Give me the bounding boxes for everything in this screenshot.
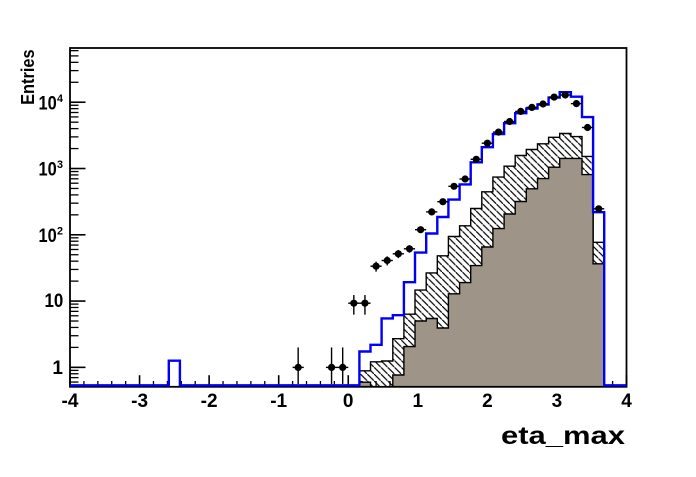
svg-text:10: 10 <box>39 160 57 181</box>
svg-text:eta_max: eta_max <box>501 422 625 450</box>
svg-text:2: 2 <box>57 225 63 237</box>
svg-text:-1: -1 <box>270 391 287 412</box>
svg-text:2: 2 <box>482 391 493 412</box>
svg-text:10: 10 <box>39 226 57 247</box>
svg-text:0: 0 <box>343 391 354 412</box>
svg-text:1: 1 <box>413 391 424 412</box>
svg-text:3: 3 <box>57 159 63 171</box>
svg-text:10: 10 <box>39 93 57 114</box>
svg-text:-4: -4 <box>62 391 79 412</box>
svg-text:-3: -3 <box>131 391 148 412</box>
svg-text:3: 3 <box>552 391 563 412</box>
svg-text:4: 4 <box>57 93 63 105</box>
svg-text:-2: -2 <box>201 391 218 412</box>
svg-text:1: 1 <box>52 358 63 379</box>
svg-text:Entries: Entries <box>17 49 38 105</box>
svg-text:10: 10 <box>45 291 64 312</box>
svg-text:4: 4 <box>621 391 632 412</box>
